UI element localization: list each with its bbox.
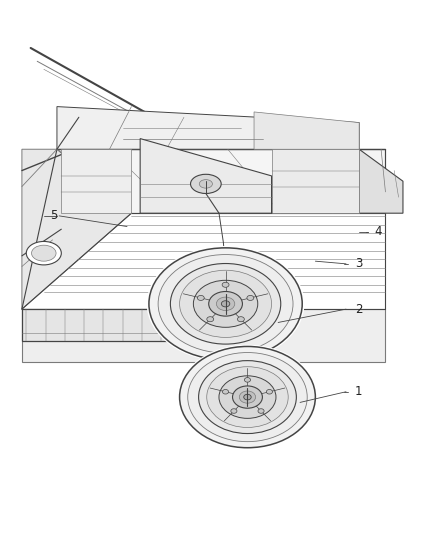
Polygon shape (272, 149, 359, 213)
Ellipse shape (222, 282, 229, 287)
Ellipse shape (220, 270, 231, 276)
Ellipse shape (199, 180, 212, 188)
Ellipse shape (198, 361, 297, 433)
Ellipse shape (216, 297, 235, 311)
Ellipse shape (170, 263, 281, 344)
Ellipse shape (266, 390, 272, 394)
Ellipse shape (247, 295, 254, 301)
Polygon shape (359, 149, 403, 213)
Ellipse shape (178, 345, 317, 449)
Ellipse shape (233, 386, 262, 408)
Ellipse shape (244, 377, 251, 382)
Ellipse shape (149, 248, 302, 360)
Ellipse shape (194, 280, 258, 327)
Ellipse shape (207, 367, 288, 427)
Text: 4: 4 (374, 225, 382, 238)
Ellipse shape (239, 391, 256, 403)
Polygon shape (22, 309, 219, 341)
Ellipse shape (188, 352, 307, 442)
Ellipse shape (147, 247, 304, 361)
Ellipse shape (26, 241, 61, 265)
Ellipse shape (244, 394, 251, 400)
Ellipse shape (231, 409, 237, 413)
Text: 5: 5 (50, 209, 58, 222)
Ellipse shape (180, 346, 315, 448)
Polygon shape (254, 112, 359, 149)
Ellipse shape (215, 266, 237, 280)
Ellipse shape (191, 174, 221, 193)
Text: 3: 3 (355, 257, 362, 270)
Ellipse shape (198, 295, 204, 301)
Ellipse shape (158, 255, 293, 353)
Polygon shape (57, 149, 385, 213)
Ellipse shape (207, 317, 214, 322)
Polygon shape (140, 139, 272, 213)
Ellipse shape (219, 376, 276, 418)
Ellipse shape (237, 317, 244, 322)
Ellipse shape (223, 390, 229, 394)
Polygon shape (22, 309, 385, 362)
Text: 1: 1 (355, 385, 362, 398)
Ellipse shape (221, 301, 230, 307)
Polygon shape (57, 107, 359, 149)
Polygon shape (61, 149, 131, 213)
Ellipse shape (180, 270, 272, 337)
Ellipse shape (32, 245, 56, 261)
Text: 2: 2 (355, 303, 362, 316)
Ellipse shape (208, 292, 243, 316)
Polygon shape (22, 149, 131, 309)
Ellipse shape (258, 409, 264, 413)
